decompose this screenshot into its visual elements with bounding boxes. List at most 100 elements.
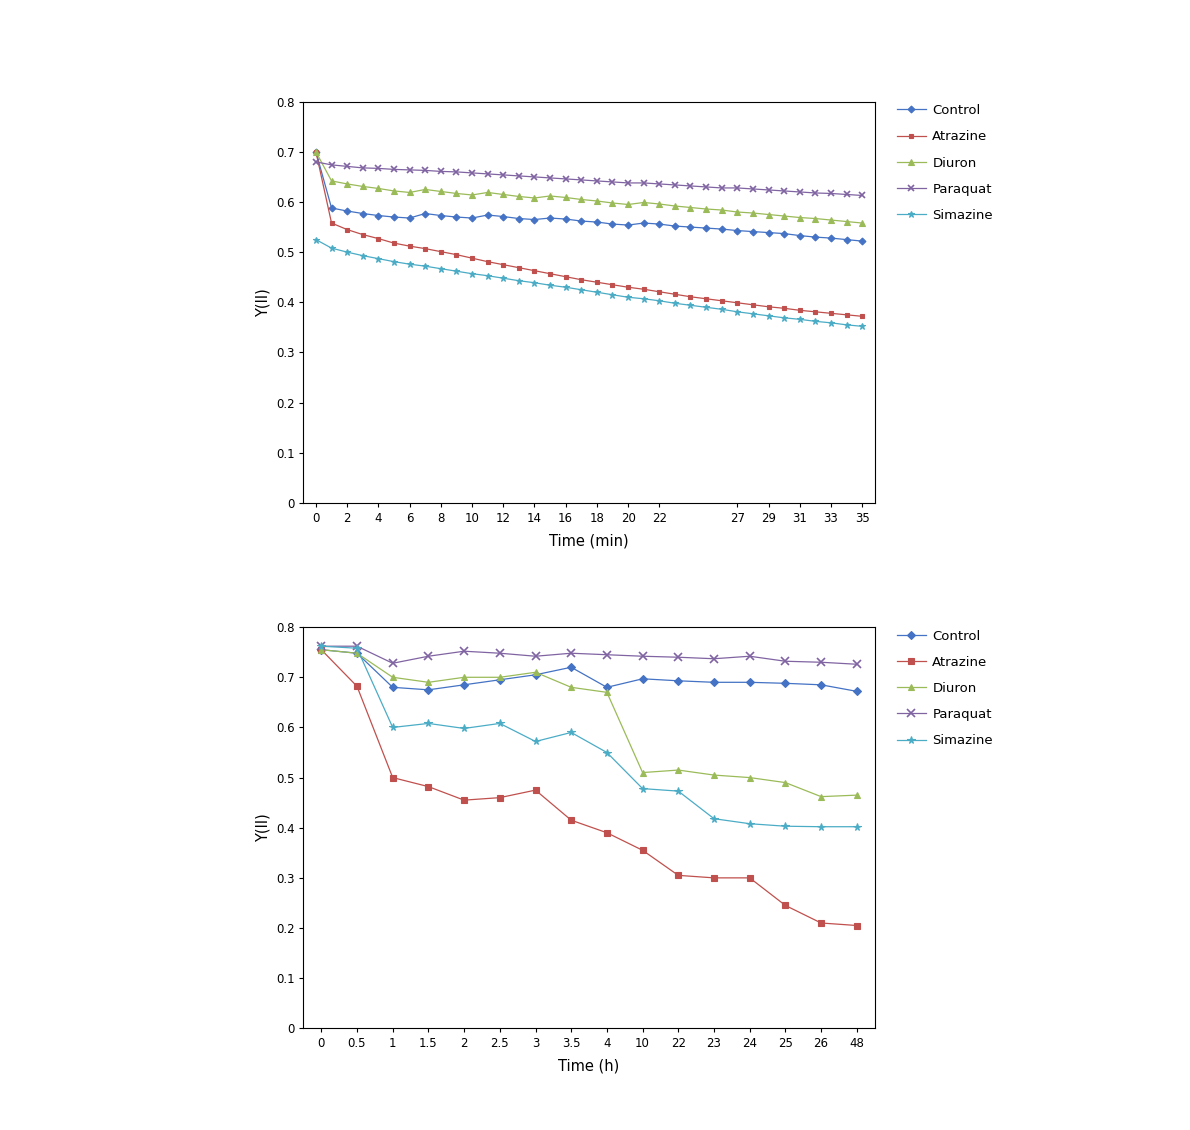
Simazine [668, 296, 682, 310]
Simazine [558, 280, 572, 294]
Diuron [543, 189, 557, 202]
Atrazine [558, 270, 572, 284]
Diuron [814, 790, 828, 803]
Atrazine [793, 304, 807, 318]
Atrazine [731, 296, 745, 310]
Atrazine [481, 255, 495, 269]
Diuron [386, 670, 400, 684]
Diuron [808, 211, 822, 225]
Simazine [481, 269, 495, 282]
Simazine [402, 258, 416, 271]
Diuron [527, 191, 541, 205]
Diuron [314, 643, 328, 657]
Simazine [590, 286, 605, 299]
Simazine [683, 298, 697, 312]
Atrazine [814, 916, 828, 930]
Control [762, 226, 776, 240]
Simazine [314, 640, 328, 653]
Paraquat [402, 163, 416, 176]
Atrazine [512, 261, 526, 275]
Simazine [574, 282, 588, 296]
Control [714, 223, 728, 236]
Diuron [746, 207, 760, 220]
Paraquat [652, 177, 666, 191]
Paraquat [493, 646, 507, 660]
Simazine [652, 294, 666, 307]
Simazine [325, 242, 339, 255]
Paraquat [683, 180, 697, 193]
Simazine [778, 819, 793, 833]
Simazine [777, 311, 791, 324]
Atrazine [707, 871, 721, 885]
Simazine [543, 278, 557, 292]
Atrazine [652, 285, 666, 298]
Paraquat [600, 647, 614, 661]
Control [558, 212, 572, 226]
Diuron [512, 190, 526, 203]
Paraquat [814, 655, 828, 669]
Diuron [481, 185, 495, 199]
Control [683, 220, 697, 234]
Paraquat [527, 171, 541, 184]
Control [856, 234, 870, 247]
Control [743, 676, 757, 689]
Legend: Control, Atrazine, Diuron, Paraquat, Simazine: Control, Atrazine, Diuron, Paraquat, Sim… [892, 101, 997, 226]
Simazine [527, 276, 541, 289]
Line: Simazine: Simazine [318, 642, 860, 831]
Paraquat [496, 168, 511, 182]
Control [668, 219, 682, 233]
Paraquat [356, 162, 370, 175]
Paraquat [856, 189, 870, 202]
Paraquat [762, 183, 776, 197]
Simazine [465, 267, 480, 280]
Paraquat [465, 166, 480, 180]
Control [350, 646, 364, 660]
Paraquat [808, 186, 822, 200]
Line: Control: Control [318, 646, 860, 695]
Simazine [850, 820, 864, 834]
Atrazine [668, 287, 682, 301]
Simazine [600, 746, 614, 759]
Atrazine [421, 780, 436, 793]
Atrazine [621, 280, 635, 294]
Diuron [668, 199, 682, 212]
Paraquat [699, 180, 713, 193]
Simazine [808, 314, 822, 328]
Control [671, 673, 685, 687]
Simazine [564, 725, 578, 739]
Diuron [528, 666, 543, 679]
Diuron [652, 198, 666, 211]
Diuron [325, 174, 339, 188]
Control [325, 201, 339, 215]
Atrazine [839, 308, 853, 322]
Paraquat [325, 158, 339, 172]
Paraquat [707, 652, 721, 666]
Control [699, 221, 713, 235]
Control [314, 643, 328, 657]
Atrazine [850, 919, 864, 932]
Simazine [356, 249, 370, 262]
Simazine [418, 260, 432, 273]
Paraquat [671, 651, 685, 664]
Diuron [683, 201, 697, 215]
Line: Diuron: Diuron [318, 646, 860, 800]
Paraquat [512, 170, 526, 183]
Control [450, 210, 464, 224]
Paraquat [528, 650, 543, 663]
Control [574, 215, 588, 228]
Diuron [850, 789, 864, 802]
Line: Atrazine: Atrazine [318, 646, 860, 929]
Control [421, 683, 436, 696]
Control [777, 227, 791, 241]
Line: Paraquat: Paraquat [318, 642, 860, 668]
Atrazine [314, 643, 328, 657]
Paraquat [558, 172, 572, 185]
Control [340, 205, 355, 218]
Diuron [493, 670, 507, 684]
Simazine [814, 820, 828, 834]
Simazine [308, 233, 322, 246]
Control [493, 673, 507, 687]
Line: Control: Control [313, 149, 865, 244]
Control [543, 211, 557, 225]
Control [528, 668, 543, 681]
